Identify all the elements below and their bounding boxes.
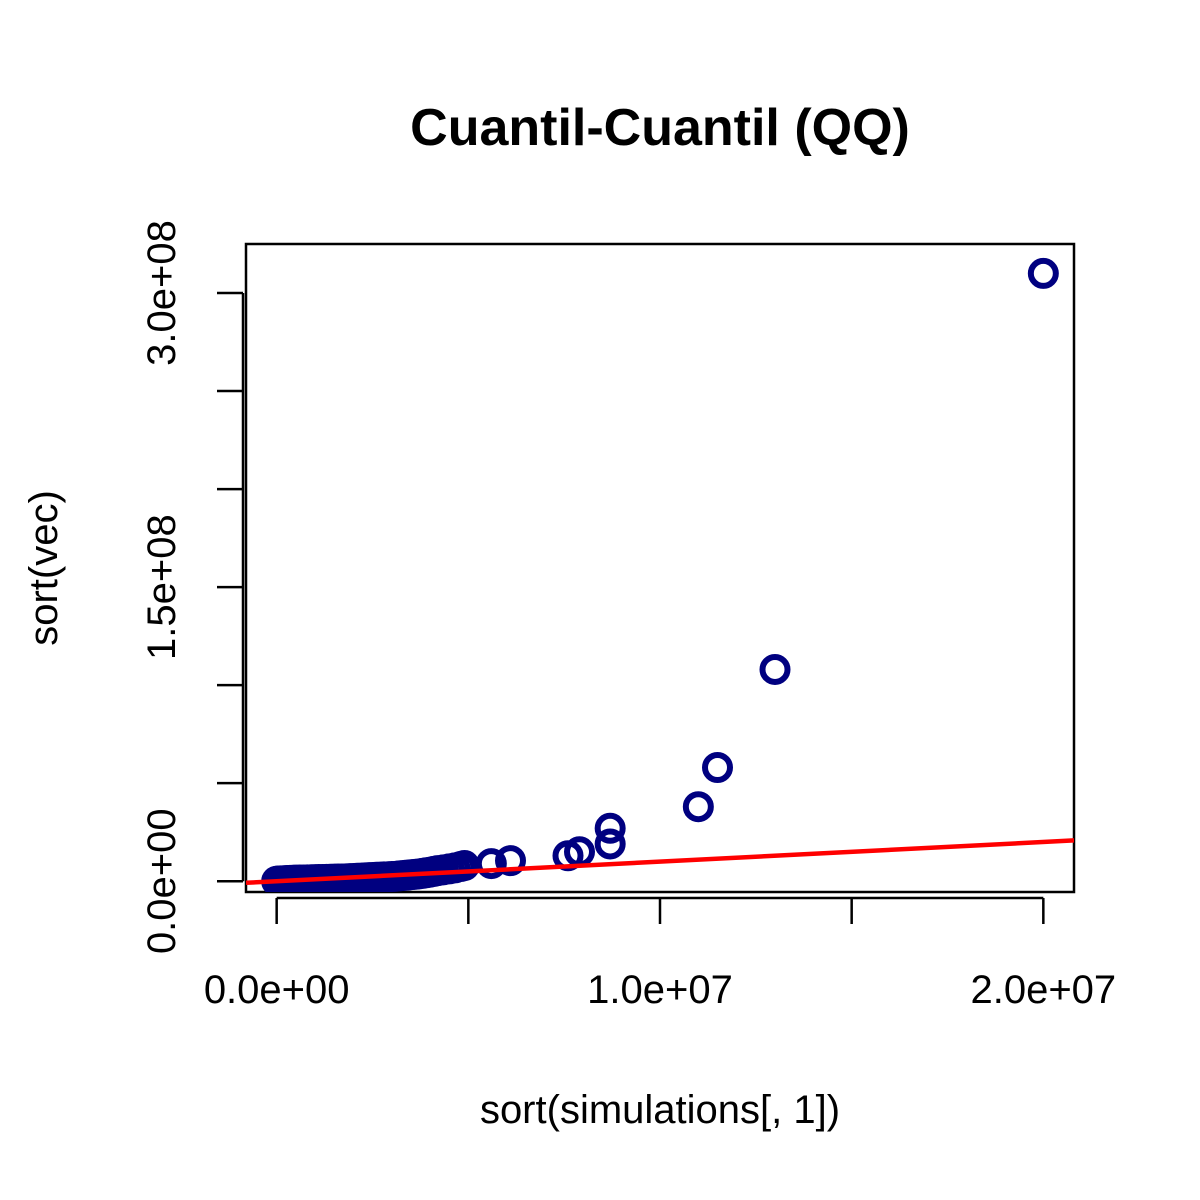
plot-box <box>244 242 1076 894</box>
x-tick-label-0: 0.0e+00 <box>204 968 350 1012</box>
chart-title: Cuantil-Cuantil (QQ) <box>410 99 910 157</box>
x-tick-label-2: 2.0e+07 <box>970 968 1116 1012</box>
data-point-54 <box>495 845 526 877</box>
y-tick-label-1: 1.5e+08 <box>140 514 184 660</box>
data-point-62 <box>1027 257 1059 289</box>
y-tick-label-2: 3.0e+08 <box>140 220 184 366</box>
plot-area <box>246 257 1074 892</box>
y-tick-label-0: 0.0e+00 <box>140 808 184 954</box>
reference-line <box>246 838 1074 886</box>
x-axis-label: sort(simulations[, 1]) <box>480 1088 840 1132</box>
y-axis: 0.0e+00 1.5e+08 3.0e+08 <box>140 220 245 954</box>
data-layer <box>246 257 1074 892</box>
data-point-58 <box>594 812 626 844</box>
x-axis: 0.0e+00 1.0e+07 2.0e+07 <box>204 896 1116 1012</box>
y-axis-label: sort(vec) <box>22 490 66 646</box>
data-point-61 <box>759 653 791 685</box>
x-tick-label-1: 1.0e+07 <box>587 968 733 1012</box>
data-point-59 <box>682 791 714 823</box>
data-point-53 <box>475 848 507 880</box>
data-point-57 <box>594 828 626 860</box>
data-point-60 <box>702 751 733 783</box>
